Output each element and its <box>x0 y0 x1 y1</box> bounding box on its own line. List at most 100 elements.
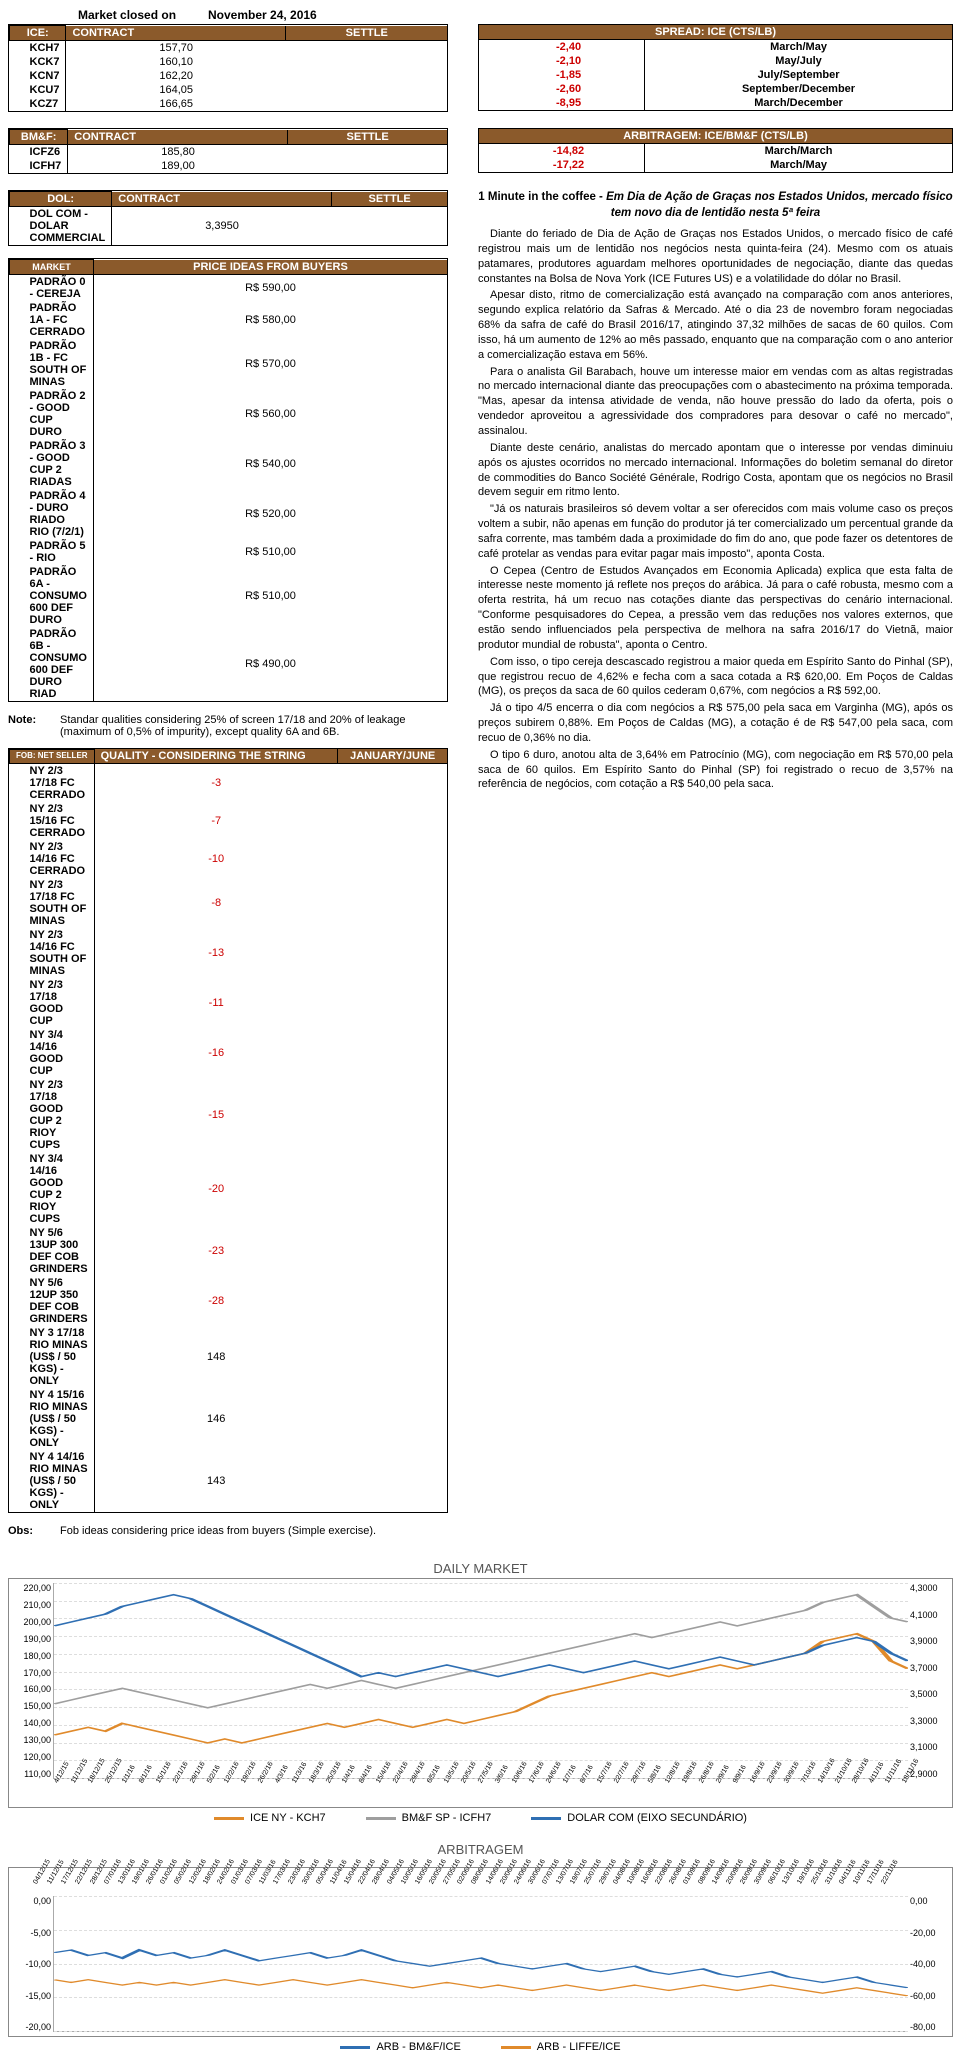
chart2-line-arb1 <box>54 1950 908 1988</box>
cell-spread-month: March/December <box>645 96 952 110</box>
buyers-note: Note: Standar qualities considering 25% … <box>8 714 448 738</box>
cell-contract: PADRÃO 3 - GOOD CUP 2 RIADAS <box>10 439 94 489</box>
legend-swatch <box>366 1817 396 1820</box>
fob-col1: QUALITY - CONSIDERING THE STRING <box>94 749 338 764</box>
table-row: -2,60September/December <box>479 82 952 96</box>
market-date-row: Market closed on November 24, 2016 <box>8 8 953 22</box>
fob-corner: FOB: NET SELLER <box>10 749 95 764</box>
table-row: -2,10May/July <box>479 54 952 68</box>
cell-value: R$ 520,00 <box>93 489 447 539</box>
cell-contract: KCZ7 <box>10 97 66 111</box>
table-row: NY 2/3 15/16 FC CERRADO-7 <box>10 802 448 840</box>
cell-spread-value: -14,82 <box>479 144 645 159</box>
cell-contract: PADRÃO 1A - FC CERRADO <box>10 301 94 339</box>
note-label: Note: <box>8 714 54 738</box>
cell-contract: NY 4 14/16 RIO MINAS (US$ / 50 KGS) - ON… <box>10 1450 95 1512</box>
chart2-plot <box>53 1896 908 2032</box>
arb-title: ARBITRAGEM: ICE/BM&F (CTS/LB) <box>479 129 952 144</box>
cell-value: R$ 570,00 <box>93 339 447 389</box>
spread-table: SPREAD: ICE (CTS/LB) -2,40March/May-2,10… <box>478 24 953 111</box>
table-row: PADRÃO 1A - FC CERRADOR$ 580,00 <box>10 301 448 339</box>
legend-item: DOLAR COM (EIXO SECUNDÁRIO) <box>531 1812 747 1824</box>
cell-contract: KCN7 <box>10 69 66 83</box>
axis-label: -80,00 <box>910 2022 950 2032</box>
article-title-prefix: 1 Minute in the coffee - <box>478 191 606 203</box>
bmf-table: BM&F: CONTRACT SETTLE ICFZ6185,80ICFH718… <box>8 128 448 174</box>
cell-value: -16 <box>94 1028 338 1078</box>
table-row: PADRÃO 2 - GOOD CUP DUROR$ 560,00 <box>10 389 448 439</box>
table-row: -14,82March/March <box>479 144 952 159</box>
cell-contract: NY 2/3 14/16 FC CERRADO <box>10 840 95 878</box>
cell-value: R$ 560,00 <box>93 389 447 439</box>
dol-table: DOL: CONTRACT SETTLE DOL COM - DOLAR COM… <box>8 190 448 246</box>
cell-value: -3 <box>94 764 338 803</box>
axis-label: 3,9000 <box>910 1636 950 1646</box>
table-row: PADRÃO 3 - GOOD CUP 2 RIADASR$ 540,00 <box>10 439 448 489</box>
table-row: NY 2/3 14/16 FC CERRADO-10 <box>10 840 448 878</box>
axis-label: 160,00 <box>11 1684 51 1694</box>
cell-contract: PADRÃO 6A - CONSUMO 600 DEF DURO <box>10 565 94 627</box>
article-paragraph: Diante deste cenário, analistas do merca… <box>478 441 953 500</box>
chart1-legend: ICE NY - KCH7BM&F SP - ICFH7DOLAR COM (E… <box>8 1808 953 1828</box>
axis-label: -5,00 <box>11 1928 51 1938</box>
cell-spread-value: -2,10 <box>479 54 645 68</box>
axis-label: 150,00 <box>11 1701 51 1711</box>
cell-contract: NY 2/3 17/18 GOOD CUP 2 RIOY CUPS <box>10 1078 95 1152</box>
article-paragraph: Com isso, o tipo cereja descascado regis… <box>478 655 953 700</box>
axis-label: 180,00 <box>11 1651 51 1661</box>
bmf-col-contract: CONTRACT <box>68 130 288 145</box>
cell-value: R$ 540,00 <box>93 439 447 489</box>
cell-value: -23 <box>94 1226 338 1276</box>
cell-contract: KCK7 <box>10 55 66 69</box>
ice-table: ICE: CONTRACT SETTLE KCH7157,70KCK7160,1… <box>8 24 448 112</box>
cell-contract: NY 5/6 13UP 300 DEF COB GRINDERS <box>10 1226 95 1276</box>
cell-contract: PADRÃO 2 - GOOD CUP DURO <box>10 389 94 439</box>
axis-label: 2,9000 <box>910 1769 950 1779</box>
axis-label: -20,00 <box>910 1928 950 1938</box>
table-row: NY 2/3 17/18 FC SOUTH OF MINAS-8 <box>10 878 448 928</box>
cell-value: -13 <box>94 928 338 978</box>
legend-swatch <box>340 2046 370 2049</box>
table-row: NY 5/6 13UP 300 DEF COB GRINDERS-23 <box>10 1226 448 1276</box>
bmf-corner: BM&F: <box>10 130 68 145</box>
table-row: NY 3/4 14/16 GOOD CUP 2 RIOY CUPS-20 <box>10 1152 448 1226</box>
article-paragraph: O Cepea (Centro de Estudos Avançados em … <box>478 564 953 653</box>
ice-col-contract: CONTRACT <box>66 26 286 41</box>
daily-market-chart: DAILY MARKET 220,00210,00200,00190,00180… <box>8 1561 953 1828</box>
cell-spread-value: -1,85 <box>479 68 645 82</box>
cell-contract: NY 2/3 15/16 FC CERRADO <box>10 802 95 840</box>
legend-swatch <box>501 2046 531 2049</box>
cell-value: -28 <box>94 1276 338 1326</box>
table-row: PADRÃO 5 - RIOR$ 510,00 <box>10 539 448 565</box>
axis-label: 170,00 <box>11 1668 51 1678</box>
ice-corner: ICE: <box>10 26 66 41</box>
table-row: PADRÃO 4 - DURO RIADO RIO (7/2/1)R$ 520,… <box>10 489 448 539</box>
article: 1 Minute in the coffee - Em Dia de Ação … <box>478 190 953 792</box>
table-row: ICFH7189,00 <box>10 159 448 173</box>
cell-value: -15 <box>94 1078 338 1152</box>
table-row: PADRÃO 6A - CONSUMO 600 DEF DUROR$ 510,0… <box>10 565 448 627</box>
axis-label: 3,7000 <box>910 1663 950 1673</box>
arb-table: ARBITRAGEM: ICE/BM&F (CTS/LB) -14,82Marc… <box>478 128 953 173</box>
cell-spread-month: March/May <box>645 40 952 55</box>
cell-contract: PADRÃO 0 - CEREJA <box>10 274 94 301</box>
cell-value: R$ 510,00 <box>93 565 447 627</box>
axis-label: -40,00 <box>910 1959 950 1969</box>
axis-label: 3,5000 <box>910 1689 950 1699</box>
legend-label: ICE NY - KCH7 <box>250 1812 326 1824</box>
note-text: Standar qualities considering 25% of scr… <box>54 714 448 738</box>
cell-spread-value: -2,40 <box>479 40 645 55</box>
cell-contract: ICFH7 <box>10 159 68 173</box>
cell-spread-month: July/September <box>645 68 952 82</box>
cell-contract: NY 4 15/16 RIO MINAS (US$ / 50 KGS) - ON… <box>10 1388 95 1450</box>
cell-value: -7 <box>94 802 338 840</box>
cell-spread-month: May/July <box>645 54 952 68</box>
arbitragem-chart: ARBITRAGEM 04/12/1511/12/1517/12/1522/12… <box>8 1842 953 2057</box>
article-paragraph: O tipo 6 duro, anotou alta de 3,64% em P… <box>478 748 953 793</box>
cell-value: -11 <box>94 978 338 1028</box>
chart1-line-dol <box>54 1595 908 1677</box>
table-row: PADRÃO 0 - CEREJAR$ 590,00 <box>10 274 448 301</box>
chart2-x-axis: 04/12/1511/12/1517/12/1522/12/1528/12/15… <box>53 1870 908 1894</box>
chart1-line-ice <box>54 1634 908 1743</box>
axis-label: 200,00 <box>11 1617 51 1627</box>
